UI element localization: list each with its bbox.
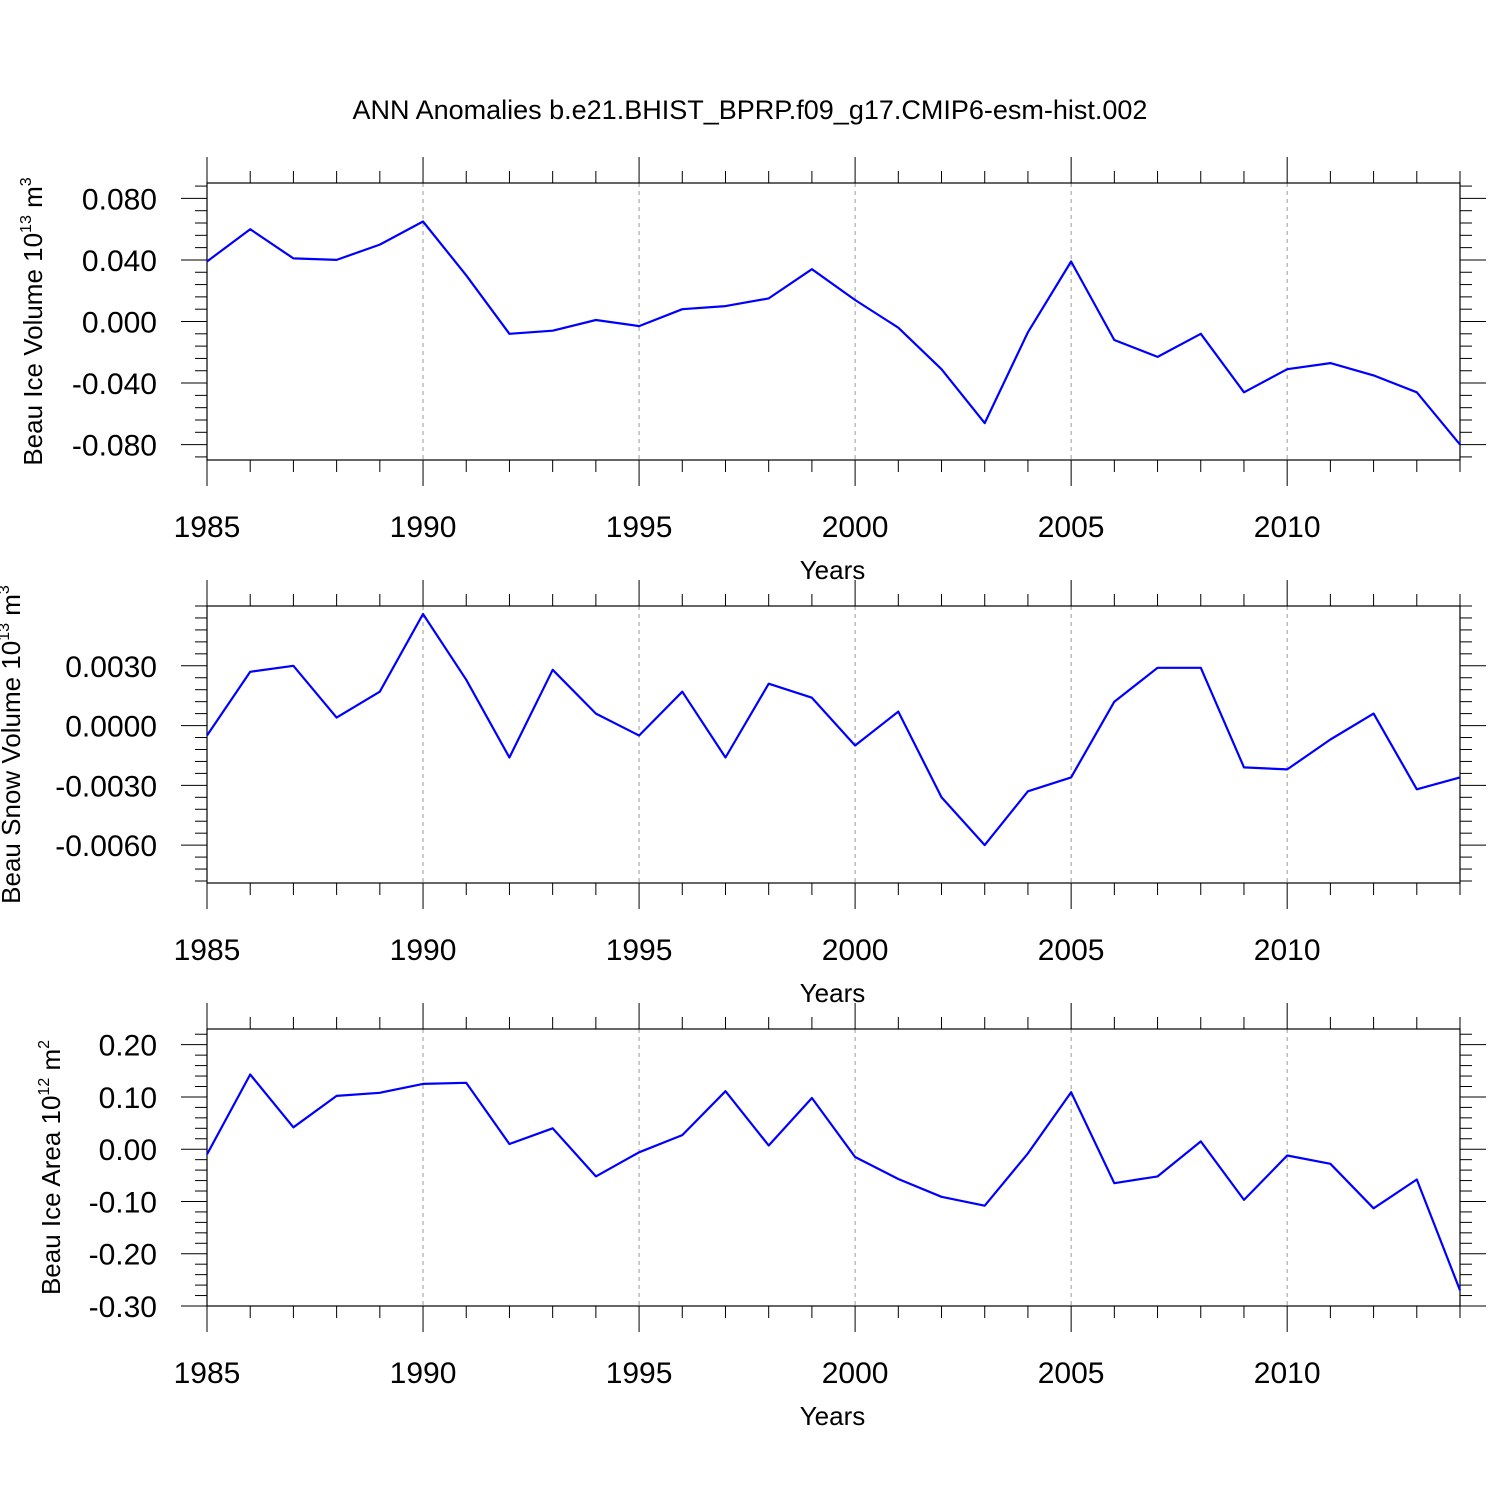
panel-2: 1985 1990 1995 2000 2005 2010 -0.0060 -0.0030 0.… <box>0 580 1486 1008</box>
x-tick-label: 1995 <box>606 511 673 544</box>
panel-3: 1985 1990 1995 2000 2005 2010 -0.30 -0.20 -0.10 0… <box>36 1003 1486 1431</box>
x-tick-label: 1985 <box>174 511 241 544</box>
y-tick-label: -0.30 <box>89 1291 157 1324</box>
x-axis-label: Years <box>800 1401 866 1431</box>
x-tick-label: 2010 <box>1254 934 1321 967</box>
x-tick-label: 1995 <box>606 934 673 967</box>
x-tick-label: 1985 <box>174 934 241 967</box>
y-axis-label-unit: m <box>0 594 26 623</box>
y-tick-label: -0.0030 <box>55 770 157 803</box>
series-line-1 <box>206 1073 1462 1291</box>
y-axis-label: Beau Ice Volume 1013 m3 <box>18 177 48 465</box>
figure-title: ANN Anomalies b.e21.BHIST_BPRP.f09_g17.C… <box>353 95 1148 125</box>
y-tick-label: -0.20 <box>89 1239 157 1272</box>
y-axis-label-prefix: Beau Snow Volume 10 <box>0 641 26 904</box>
x-tick-label: 1990 <box>390 511 457 544</box>
x-tick-label: 2000 <box>822 934 889 967</box>
panel-1: 1985 1990 1995 2000 2005 2010 -0.080 -0.040 0.00… <box>18 157 1486 585</box>
plot-frame <box>206 182 1461 461</box>
x-tick-label: 2000 <box>822 1357 889 1390</box>
y-axis-label-prefix: Beau Ice Volume 10 <box>18 233 48 466</box>
x-tick-label: 2005 <box>1038 1357 1105 1390</box>
y-tick-label: -0.0060 <box>55 830 157 863</box>
plot-frame <box>206 1028 1461 1307</box>
y-axis-label-unit: m <box>36 1049 66 1078</box>
plot-frame <box>206 605 1461 884</box>
x-tick-label: 2000 <box>822 511 889 544</box>
y-tick-label: 0.00 <box>99 1134 157 1167</box>
x-tick-label: 1995 <box>606 1357 673 1390</box>
x-tick-label: 1990 <box>390 1357 457 1390</box>
y-tick-label: -0.040 <box>72 368 157 401</box>
y-axis-label: Beau Snow Volume 1013 m3 <box>0 585 26 904</box>
x-tick-label: 1990 <box>390 934 457 967</box>
y-axis-label-unit-exponent: 3 <box>0 585 13 594</box>
y-axis-label-exponent: 12 <box>36 1078 53 1096</box>
panels-group: 1985 1990 1995 2000 2005 2010 -0.080 -0.040 0.00… <box>0 157 1486 1431</box>
x-tick-label: 2005 <box>1038 511 1105 544</box>
x-axis-label: Years <box>800 978 866 1008</box>
y-axis-label-unit-exponent: 3 <box>18 177 35 186</box>
x-tick-label: 2010 <box>1254 1357 1321 1390</box>
y-axis-label-prefix: Beau Ice Area 10 <box>36 1096 66 1295</box>
y-tick-label: 0.10 <box>99 1082 157 1115</box>
y-tick-label: 0.040 <box>82 245 157 278</box>
series-line-1 <box>206 220 1461 446</box>
y-axis-label-unit-exponent: 2 <box>36 1040 53 1049</box>
y-axis-label-exponent: 13 <box>18 215 35 233</box>
y-tick-label: 0.080 <box>82 183 157 216</box>
y-tick-label: 0.0030 <box>65 651 157 684</box>
y-tick-label: 0.000 <box>82 307 157 340</box>
x-axis-label: Years <box>800 555 866 585</box>
y-axis-label-unit: m <box>18 186 48 215</box>
y-tick-label: 0.0000 <box>65 711 157 744</box>
series-line-1 <box>206 612 1461 847</box>
y-axis-label: Beau Ice Area 1012 m2 <box>36 1040 66 1295</box>
y-tick-label: -0.10 <box>89 1186 157 1219</box>
y-tick-label: 0.20 <box>99 1030 157 1063</box>
y-axis-label-exponent: 13 <box>0 623 13 641</box>
x-tick-label: 2010 <box>1254 511 1321 544</box>
y-tick-label: -0.080 <box>72 430 157 463</box>
x-tick-label: 2005 <box>1038 934 1105 967</box>
x-tick-label: 1985 <box>174 1357 241 1390</box>
